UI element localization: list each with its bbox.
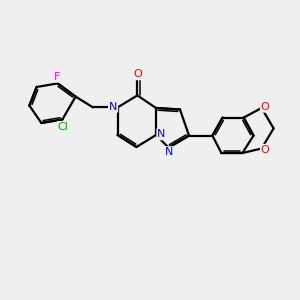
Text: N: N <box>109 102 117 112</box>
Text: O: O <box>261 102 270 112</box>
Text: O: O <box>261 145 270 155</box>
Text: F: F <box>54 72 60 82</box>
Text: N: N <box>157 129 166 140</box>
Text: N: N <box>165 147 173 157</box>
Text: Cl: Cl <box>58 122 68 132</box>
Text: O: O <box>133 69 142 80</box>
